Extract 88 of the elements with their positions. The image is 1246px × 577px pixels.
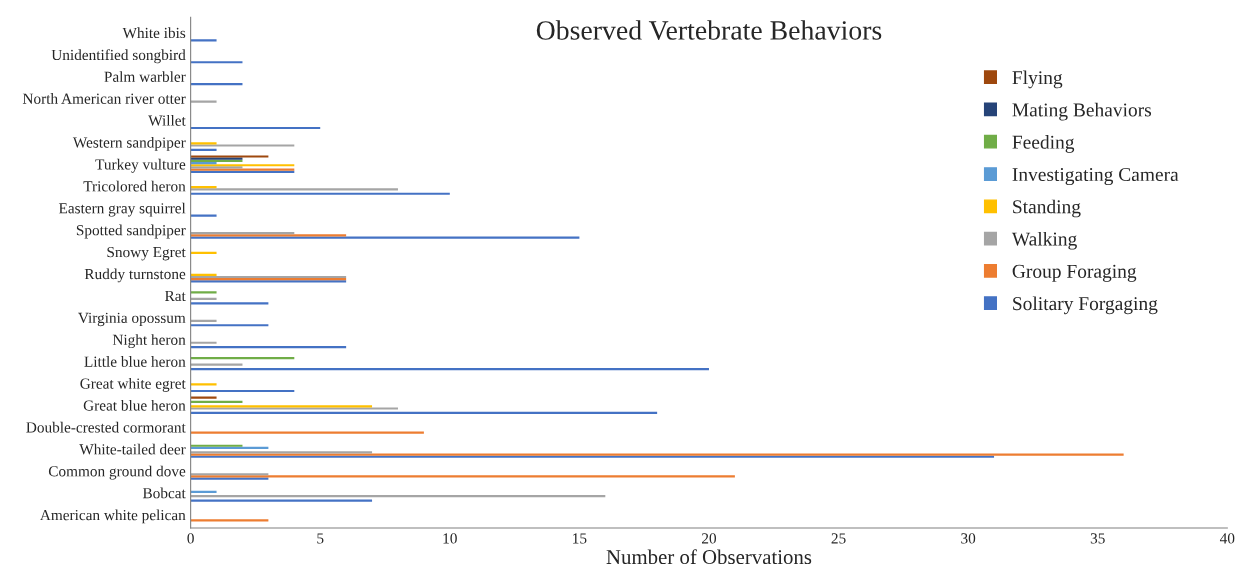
- y-tick-label: Little blue heron: [84, 356, 186, 367]
- bar: [190, 451, 373, 454]
- y-tick-label: Willet: [148, 115, 186, 126]
- bar: [190, 490, 217, 493]
- bar: [190, 455, 995, 458]
- y-tick-label: Spotted sandpiper: [76, 224, 186, 239]
- bar: [190, 192, 450, 195]
- bar: [190, 164, 295, 167]
- y-tick-label: Great blue heron: [83, 399, 186, 411]
- y-tick-label: Bobcat: [142, 487, 186, 499]
- bar: [190, 319, 217, 322]
- bar: [190, 144, 295, 147]
- y-tick-label: Eastern gray squirrel: [58, 202, 186, 217]
- bar: [190, 473, 269, 476]
- x-tick-label: 0: [187, 533, 194, 544]
- x-tick-label: 20: [702, 533, 717, 544]
- x-axis-title: Number of Observations: [606, 549, 812, 565]
- bar: [190, 297, 217, 301]
- bar: [190, 166, 243, 169]
- legend-label: Investigating Camera: [1012, 167, 1179, 186]
- y-tick-label: Western sandpiper: [72, 136, 186, 151]
- x-tick-label: 10: [443, 533, 457, 544]
- bar: [190, 186, 217, 189]
- y-tick-label: Unidentified songbird: [51, 49, 186, 64]
- bar: [190, 126, 321, 130]
- bar: [190, 273, 217, 276]
- legend-label: Solitary Forgaging: [1013, 296, 1158, 315]
- bar: [190, 324, 269, 327]
- x-tick-label: 5: [317, 533, 324, 544]
- y-tick-label: Turkey vulture: [95, 158, 186, 173]
- bar: [190, 291, 217, 294]
- bar: [190, 302, 269, 305]
- bar: [190, 214, 217, 217]
- y-tick-label: North American river otter: [22, 93, 186, 104]
- bar: [190, 389, 295, 393]
- legend-label: Feeding: [1012, 135, 1075, 153]
- chart-title: Observed Vertebrate Behaviors: [536, 20, 882, 40]
- y-tick-label: Snowy Egret: [107, 246, 186, 261]
- y-tick-label: Great white egret: [80, 378, 186, 392]
- bar: [190, 39, 217, 42]
- bar: [190, 251, 217, 254]
- bar: [190, 475, 735, 478]
- y-tick-label: Common ground dove: [48, 465, 186, 480]
- bar: [190, 346, 347, 349]
- bar: [190, 446, 269, 450]
- bar: [190, 232, 295, 235]
- x-tick-label: 25: [831, 533, 846, 544]
- bar: [190, 367, 709, 371]
- y-tick-label: Tricolored heron: [83, 180, 186, 192]
- x-tick-label: 15: [573, 533, 587, 544]
- y-tick-label: Double-crested cormorant: [26, 421, 186, 433]
- x-tick-label: 30: [961, 533, 976, 544]
- y-tick-label: Virginia opossum: [78, 312, 186, 327]
- bar: [190, 155, 269, 158]
- y-tick-label: White-tailed deer: [79, 443, 186, 455]
- bar: [190, 188, 398, 191]
- bar: [190, 477, 269, 480]
- legend-label: Standing: [1013, 199, 1081, 218]
- y-tick-label: White ibis: [122, 27, 186, 39]
- legend-label: Group Foraging: [1012, 264, 1137, 282]
- bar: [190, 411, 658, 414]
- y-tick-label: Night heron: [112, 334, 186, 349]
- y-tick-label: Ruddy turnstone: [84, 268, 186, 283]
- bar: [190, 499, 373, 502]
- bar: [190, 383, 217, 386]
- y-tick-label: Palm warbler: [104, 71, 186, 82]
- x-tick-label: 35: [1090, 533, 1105, 544]
- y-tick-label: Rat: [165, 290, 186, 302]
- bar: [190, 234, 347, 237]
- legend-label: Flying: [1012, 70, 1063, 89]
- bar: [190, 148, 217, 151]
- bar: [190, 341, 217, 344]
- bar: [190, 396, 217, 399]
- bar: [190, 495, 606, 498]
- bar: [190, 519, 269, 522]
- y-tick-label: American white pelican: [40, 509, 186, 524]
- bar: [190, 405, 373, 408]
- bar: [190, 357, 295, 360]
- bar: [190, 453, 1124, 456]
- bar: [190, 236, 580, 239]
- bar: [190, 431, 424, 434]
- x-tick-label: 40: [1219, 533, 1235, 544]
- legend-label: Mating Behaviors: [1012, 102, 1152, 121]
- bar: [190, 161, 217, 165]
- bar: [190, 142, 217, 145]
- bar: [190, 100, 217, 103]
- bar: [190, 407, 398, 410]
- legend-label: Walking: [1011, 231, 1077, 250]
